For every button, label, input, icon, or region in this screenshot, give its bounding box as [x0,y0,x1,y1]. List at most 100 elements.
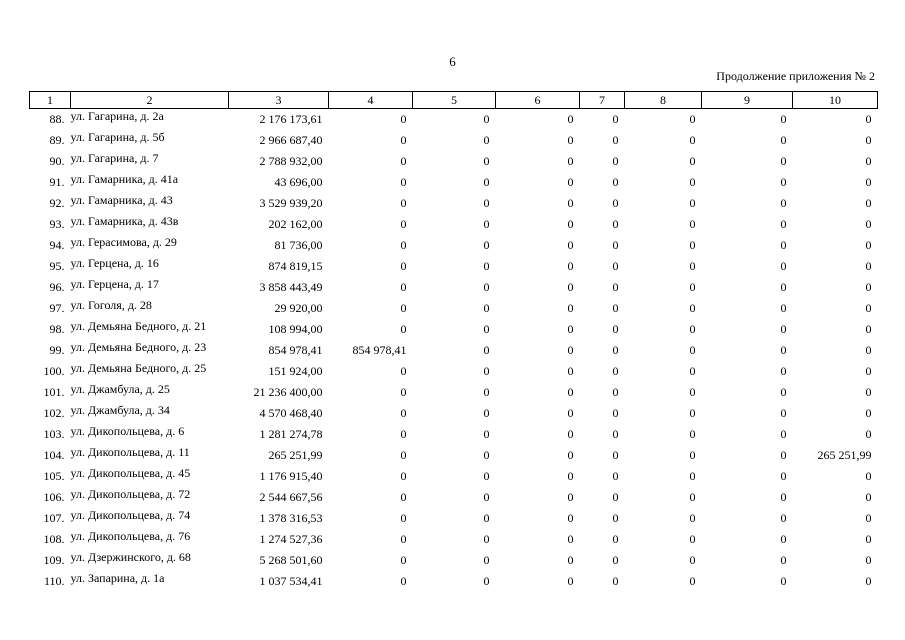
row-address: ул. Демьяна Бедного, д. 21 [71,319,229,340]
row-number: 107. [43,511,65,525]
cell-col-8: 0 [689,175,696,189]
table-row: 96. ул. Герцена, д. 17 3 858 443,49 0 0 0 0 0 0 0 [30,277,878,298]
cell-col-3: 81 736,00 [274,238,323,252]
table-row: 107. ул. Дикопольцева, д. 74 1 378 316,53 0… [30,508,878,529]
cell-col-4: 0 [400,511,407,525]
address-text: ул. Запарина, д. 1а [70,571,165,585]
cell-col-6: 0 [567,301,574,315]
cell-col-4: 0 [400,280,407,294]
cell-col-10: 0 [865,238,872,252]
cell-col-9: 0 [780,553,787,567]
row-address: ул. Гамарника, д. 43в [71,214,229,235]
cell-col-10: 265 251,99 [817,448,872,462]
cell-col-10: 0 [865,532,872,546]
row-address: ул. Дикопольцева, д. 45 [71,466,229,487]
address-text: ул. Дзержинского, д. 68 [70,550,191,564]
table-row: 100. ул. Демьяна Бедного, д. 25 151 924,00… [30,361,878,382]
column-header-3: 3 [228,91,329,109]
cell-col-6: 0 [567,364,574,378]
cell-col-4: 0 [400,259,407,273]
row-address: ул. Гагарина, д. 2а [71,109,229,131]
table-body: 88. ул. Гагарина, д. 2а 2 176 173,61 0 0 0 0 0 0… [30,109,878,593]
cell-col-5: 0 [483,448,490,462]
cell-col-10: 0 [865,364,872,378]
cell-col-10: 0 [865,259,872,273]
cell-col-6: 0 [567,511,574,525]
cell-col-6: 0 [567,469,574,483]
cell-col-3: 1 281 274,78 [259,427,323,441]
cell-col-9: 0 [780,490,787,504]
cell-col-10: 0 [865,301,872,315]
cell-col-6: 0 [567,406,574,420]
cell-col-3: 265 251,99 [268,448,323,462]
cell-col-7: 0 [612,532,619,546]
cell-col-7: 0 [612,364,619,378]
row-number: 95. [49,259,65,273]
column-header-9: 9 [701,91,793,109]
row-address: ул. Гоголя, д. 28 [71,298,229,319]
cell-col-8: 0 [689,196,696,210]
cell-col-6: 0 [567,448,574,462]
cell-col-9: 0 [780,385,787,399]
cell-col-3: 2 788 932,00 [259,154,323,168]
address-text: ул. Дикопольцева, д. 6 [70,424,185,438]
cell-col-5: 0 [483,112,490,126]
address-text: ул. Демьяна Бедного, д. 23 [70,340,207,354]
cell-col-5: 0 [483,259,490,273]
cell-col-5: 0 [483,133,490,147]
cell-col-10: 0 [865,175,872,189]
cell-col-5: 0 [483,511,490,525]
row-number: 100. [43,364,65,378]
header-row: 1 2 3 4 5 6 7 8 9 10 [29,91,878,109]
cell-col-10: 0 [865,574,872,588]
cell-col-3: 202 162,00 [268,217,323,231]
cell-col-10: 0 [865,217,872,231]
cell-col-5: 0 [483,406,490,420]
row-number: 110. [43,574,65,588]
cell-col-4: 0 [400,133,407,147]
cell-col-4: 0 [400,154,407,168]
cell-col-6: 0 [567,217,574,231]
cell-col-9: 0 [780,175,787,189]
table-row: 101. ул. Джамбула, д. 25 21 236 400,00 0 0 0 0… [30,382,878,403]
address-text: ул. Джамбула, д. 34 [70,403,170,417]
cell-col-3: 854 978,41 [268,343,323,357]
cell-col-4: 0 [400,364,407,378]
cell-col-6: 0 [567,112,574,126]
cell-col-9: 0 [780,406,787,420]
cell-col-7: 0 [612,280,619,294]
cell-col-3: 5 268 501,60 [259,553,323,567]
cell-col-10: 0 [865,406,872,420]
cell-col-8: 0 [689,154,696,168]
row-address: ул. Джамбула, д. 25 [71,382,229,403]
cell-col-7: 0 [612,427,619,441]
row-number: 91. [49,175,65,189]
row-number: 101. [43,385,65,399]
row-number: 96. [49,280,65,294]
cell-col-4: 0 [400,301,407,315]
cell-col-6: 0 [567,175,574,189]
row-number: 93. [49,217,65,231]
cell-col-7: 0 [612,490,619,504]
cell-col-10: 0 [865,511,872,525]
cell-col-10: 0 [865,280,872,294]
cell-col-6: 0 [567,196,574,210]
cell-col-4: 0 [400,574,407,588]
cell-col-5: 0 [483,427,490,441]
address-text: ул. Демьяна Бедного, д. 21 [70,319,207,333]
table-row: 106. ул. Дикопольцева, д. 72 2 544 667,56 0… [30,487,878,508]
cell-col-8: 0 [689,280,696,294]
cell-col-5: 0 [483,490,490,504]
cell-col-3: 3 858 443,49 [259,280,323,294]
cell-col-8: 0 [689,553,696,567]
cell-col-8: 0 [689,511,696,525]
table-row: 90. ул. Гагарина, д. 7 2 788 932,00 0 0 0 0 0 0 0 [30,151,878,172]
row-number: 105. [43,469,65,483]
cell-col-4: 0 [400,469,407,483]
address-text: ул. Гагарина, д. 7 [70,151,159,165]
cell-col-9: 0 [780,574,787,588]
cell-col-8: 0 [689,490,696,504]
cell-col-3: 3 529 939,20 [259,196,323,210]
cell-col-10: 0 [865,112,872,126]
cell-col-9: 0 [780,364,787,378]
